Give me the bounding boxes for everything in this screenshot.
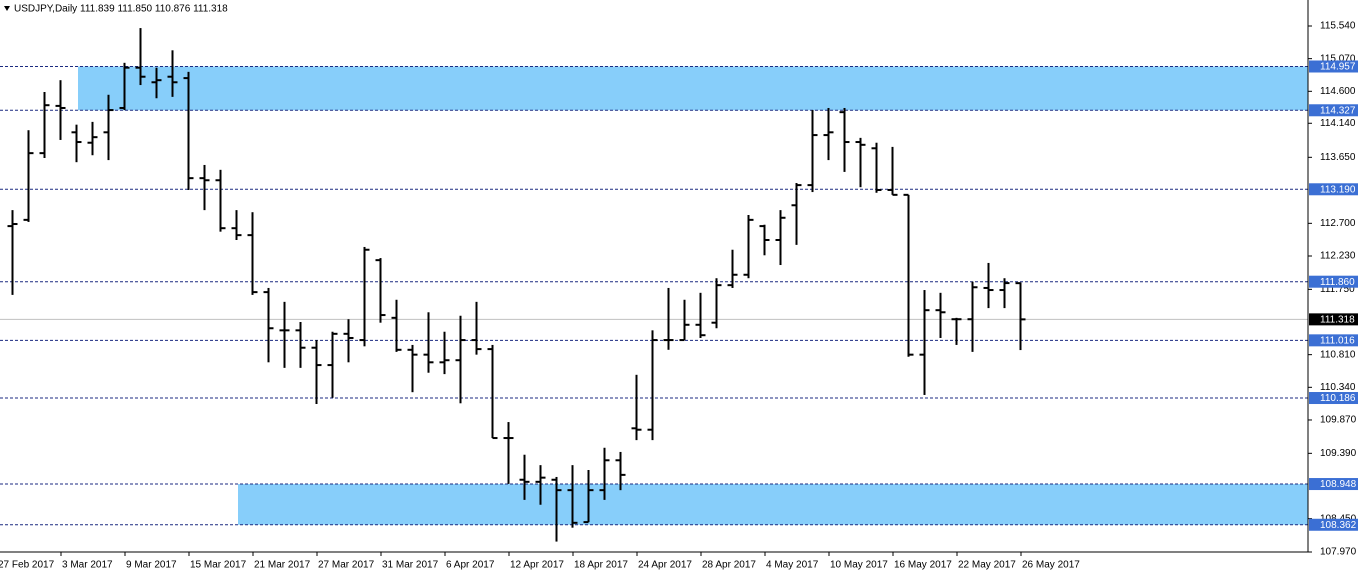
y-tick-label: 114.140 — [1320, 118, 1356, 129]
x-tick-label: 12 Apr 2017 — [510, 560, 564, 571]
x-tick-label: 6 Apr 2017 — [446, 560, 495, 571]
zones — [78, 66, 1308, 525]
level-label-box — [1309, 104, 1358, 117]
level-label: 114.957 — [1320, 62, 1356, 73]
y-tick-label: 113.650 — [1320, 152, 1356, 163]
level-label: 110.186 — [1320, 393, 1356, 404]
quote: 111.839 111.850 110.876 111.318 — [80, 4, 228, 15]
current-price-label-box — [1309, 313, 1358, 326]
x-tick-label: 27 Feb 2017 — [0, 560, 55, 571]
level-label-box — [1309, 275, 1358, 288]
level-label-box — [1309, 334, 1358, 347]
x-tick-label: 10 May 2017 — [830, 560, 888, 571]
y-tick-label: 110.340 — [1320, 382, 1356, 393]
current-price-label: 111.318 — [1320, 315, 1355, 326]
y-tick-label: 112.700 — [1320, 218, 1356, 229]
x-tick-label: 27 Mar 2017 — [318, 560, 375, 571]
x-tick-label: 22 May 2017 — [958, 560, 1016, 571]
y-tick-label: 109.390 — [1320, 448, 1357, 459]
y-tick-label: 109.870 — [1320, 415, 1357, 426]
levels — [0, 65, 1308, 526]
x-tick-label: 31 Mar 2017 — [382, 560, 439, 571]
chart-title: USDJPY,Daily — [14, 4, 77, 15]
x-tick-label: 4 May 2017 — [766, 560, 819, 571]
y-tick-label: 115.070 — [1320, 53, 1356, 64]
y-tick-label: 110.810 — [1320, 349, 1356, 360]
level-label-box — [1309, 60, 1358, 73]
bars — [7, 28, 1026, 542]
menu-arrow[interactable] — [4, 6, 10, 11]
level-label: 113.190 — [1320, 184, 1356, 195]
zone — [78, 66, 1308, 111]
x-tick-label: 28 Apr 2017 — [702, 560, 756, 571]
level-label-box — [1309, 478, 1358, 491]
y-tick-label: 111.750 — [1320, 284, 1355, 295]
level-label: 111.860 — [1320, 277, 1355, 288]
level-label-box — [1309, 183, 1358, 196]
y-tick-label: 114.600 — [1320, 86, 1356, 97]
x-tick-label: 18 Apr 2017 — [574, 560, 628, 571]
level-label: 111.016 — [1320, 335, 1355, 346]
level-label-box — [1309, 518, 1358, 531]
y-tick-label: 115.540 — [1320, 21, 1356, 32]
x-tick-label: 3 Mar 2017 — [62, 560, 113, 571]
level-label: 114.327 — [1320, 105, 1356, 116]
level-label-box — [1309, 392, 1358, 405]
x-tick-label: 26 May 2017 — [1022, 560, 1080, 571]
y-tick-label: 107.970 — [1320, 547, 1357, 558]
level-label: 108.948 — [1320, 479, 1357, 490]
x-tick-label: 9 Mar 2017 — [126, 560, 177, 571]
y-tick-label: 112.230 — [1320, 251, 1356, 262]
level-label: 108.362 — [1320, 520, 1357, 531]
zone — [238, 484, 1308, 525]
x-tick-label: 16 May 2017 — [894, 560, 952, 571]
x-tick-label: 15 Mar 2017 — [190, 560, 247, 571]
x-tick-label: 24 Apr 2017 — [638, 560, 692, 571]
x-tick-label: 21 Mar 2017 — [254, 560, 311, 571]
